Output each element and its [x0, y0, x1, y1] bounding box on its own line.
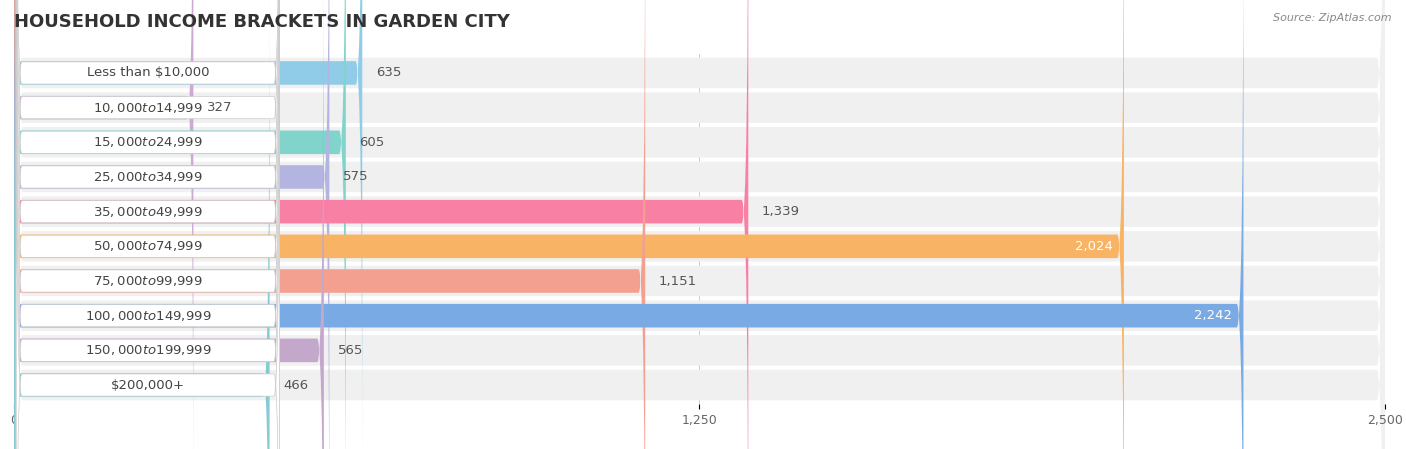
FancyBboxPatch shape	[17, 0, 280, 409]
FancyBboxPatch shape	[14, 0, 1385, 449]
Text: 466: 466	[283, 379, 308, 392]
FancyBboxPatch shape	[14, 0, 1385, 449]
FancyBboxPatch shape	[14, 0, 1385, 449]
FancyBboxPatch shape	[14, 0, 1385, 449]
Text: 635: 635	[375, 66, 401, 79]
Text: HOUSEHOLD INCOME BRACKETS IN GARDEN CITY: HOUSEHOLD INCOME BRACKETS IN GARDEN CITY	[14, 13, 510, 31]
Text: 2,242: 2,242	[1195, 309, 1233, 322]
FancyBboxPatch shape	[17, 0, 280, 449]
FancyBboxPatch shape	[17, 0, 280, 449]
FancyBboxPatch shape	[14, 0, 1385, 449]
FancyBboxPatch shape	[14, 0, 329, 449]
FancyBboxPatch shape	[14, 0, 645, 449]
FancyBboxPatch shape	[17, 0, 280, 449]
FancyBboxPatch shape	[17, 0, 280, 449]
Text: $150,000 to $199,999: $150,000 to $199,999	[84, 343, 211, 357]
Text: 575: 575	[343, 171, 368, 184]
FancyBboxPatch shape	[14, 0, 1243, 449]
Text: $75,000 to $99,999: $75,000 to $99,999	[93, 274, 202, 288]
Text: 1,339: 1,339	[762, 205, 800, 218]
Text: $100,000 to $149,999: $100,000 to $149,999	[84, 308, 211, 323]
FancyBboxPatch shape	[17, 0, 280, 449]
FancyBboxPatch shape	[14, 0, 1385, 449]
FancyBboxPatch shape	[14, 0, 270, 449]
Text: $10,000 to $14,999: $10,000 to $14,999	[93, 101, 202, 114]
Text: Source: ZipAtlas.com: Source: ZipAtlas.com	[1274, 13, 1392, 23]
Text: Less than $10,000: Less than $10,000	[87, 66, 209, 79]
FancyBboxPatch shape	[14, 0, 1123, 449]
Text: $35,000 to $49,999: $35,000 to $49,999	[93, 205, 202, 219]
FancyBboxPatch shape	[14, 0, 1385, 449]
FancyBboxPatch shape	[17, 0, 280, 443]
Text: 327: 327	[207, 101, 232, 114]
Text: $25,000 to $34,999: $25,000 to $34,999	[93, 170, 202, 184]
FancyBboxPatch shape	[17, 0, 280, 449]
FancyBboxPatch shape	[14, 0, 323, 449]
FancyBboxPatch shape	[14, 0, 363, 449]
Text: $50,000 to $74,999: $50,000 to $74,999	[93, 239, 202, 253]
FancyBboxPatch shape	[14, 0, 748, 449]
FancyBboxPatch shape	[14, 0, 194, 449]
FancyBboxPatch shape	[14, 0, 346, 449]
Text: $15,000 to $24,999: $15,000 to $24,999	[93, 135, 202, 150]
FancyBboxPatch shape	[14, 0, 1385, 449]
Text: 605: 605	[360, 136, 385, 149]
Text: 2,024: 2,024	[1076, 240, 1114, 253]
FancyBboxPatch shape	[17, 15, 280, 449]
FancyBboxPatch shape	[17, 49, 280, 449]
Text: $200,000+: $200,000+	[111, 379, 184, 392]
Text: 565: 565	[337, 344, 363, 357]
FancyBboxPatch shape	[14, 0, 1385, 449]
FancyBboxPatch shape	[14, 0, 1385, 449]
Text: 1,151: 1,151	[659, 274, 697, 287]
